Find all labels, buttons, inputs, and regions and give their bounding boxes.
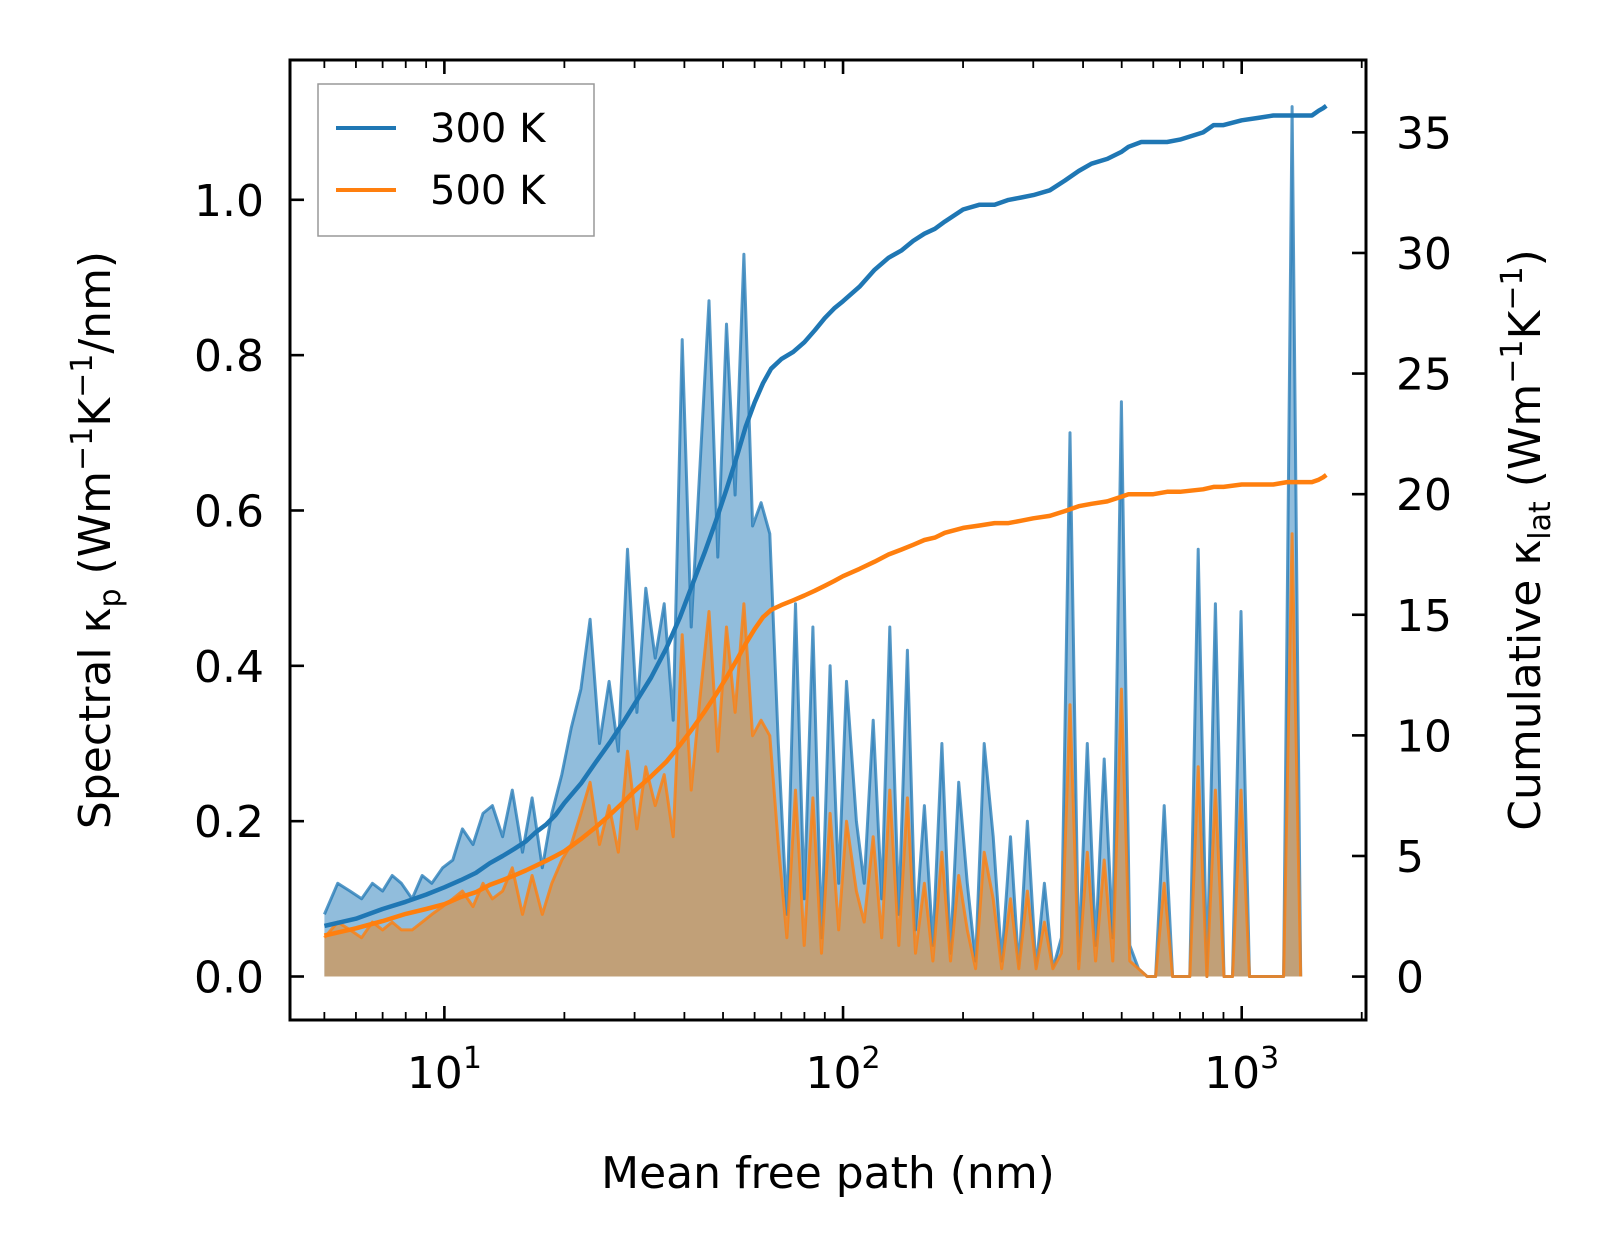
- y-right-tick-label: 10: [1396, 711, 1452, 762]
- cumulative-line-300k: [323, 103, 1328, 929]
- y-left-tick-label: 0.8: [194, 331, 264, 382]
- y-axis-left-label: Spectral κp (Wm−1K−1/nm): [65, 251, 128, 829]
- y-left-tick-label: 0.0: [194, 953, 264, 1004]
- y-right-tick-label: 35: [1396, 108, 1452, 159]
- y-right-tick-label: 0: [1396, 953, 1424, 1004]
- spectral-line-500k: [323, 532, 1303, 978]
- spectral-area-500k: [324, 533, 1301, 977]
- legend-label-500k: 500 K: [430, 168, 547, 214]
- y-right-tick-label: 25: [1396, 350, 1452, 401]
- y-right-tick-label: 30: [1396, 229, 1452, 280]
- axis-ticks: 101 102 103 0.0 0.2 0.4 0.6 0.8 1.0 0 5 10 15 20 25 30 3…: [194, 60, 1452, 1099]
- y-left-tick-label: 0.6: [194, 486, 264, 537]
- spectral-area-300k: [324, 106, 1301, 977]
- x-tick-label: 101: [407, 1041, 482, 1099]
- legend-box: [317, 83, 595, 237]
- legend-label-300k: 300 K: [430, 106, 547, 152]
- plot-frame: [288, 58, 1368, 1022]
- spectral-fills: [323, 105, 1303, 978]
- x-axis-label: Mean free path (nm): [601, 1148, 1055, 1199]
- legend: 300 K 500 K: [317, 83, 595, 237]
- x-tick-label: 102: [805, 1041, 880, 1099]
- cumulative-line-500k: [323, 473, 1328, 938]
- x-tick-label: 103: [1204, 1041, 1279, 1099]
- y-left-tick-label: 0.4: [194, 642, 264, 693]
- y-right-tick-label: 15: [1396, 591, 1452, 642]
- y-left-tick-label: 1.0: [194, 176, 264, 227]
- y-right-tick-label: 5: [1396, 832, 1424, 883]
- y-axis-right-label: Cumulative κlat (Wm−1K−1): [1495, 249, 1558, 831]
- y-left-tick-label: 0.2: [194, 797, 264, 848]
- y-right-tick-label: 20: [1396, 470, 1452, 521]
- series-lines: [323, 103, 1328, 938]
